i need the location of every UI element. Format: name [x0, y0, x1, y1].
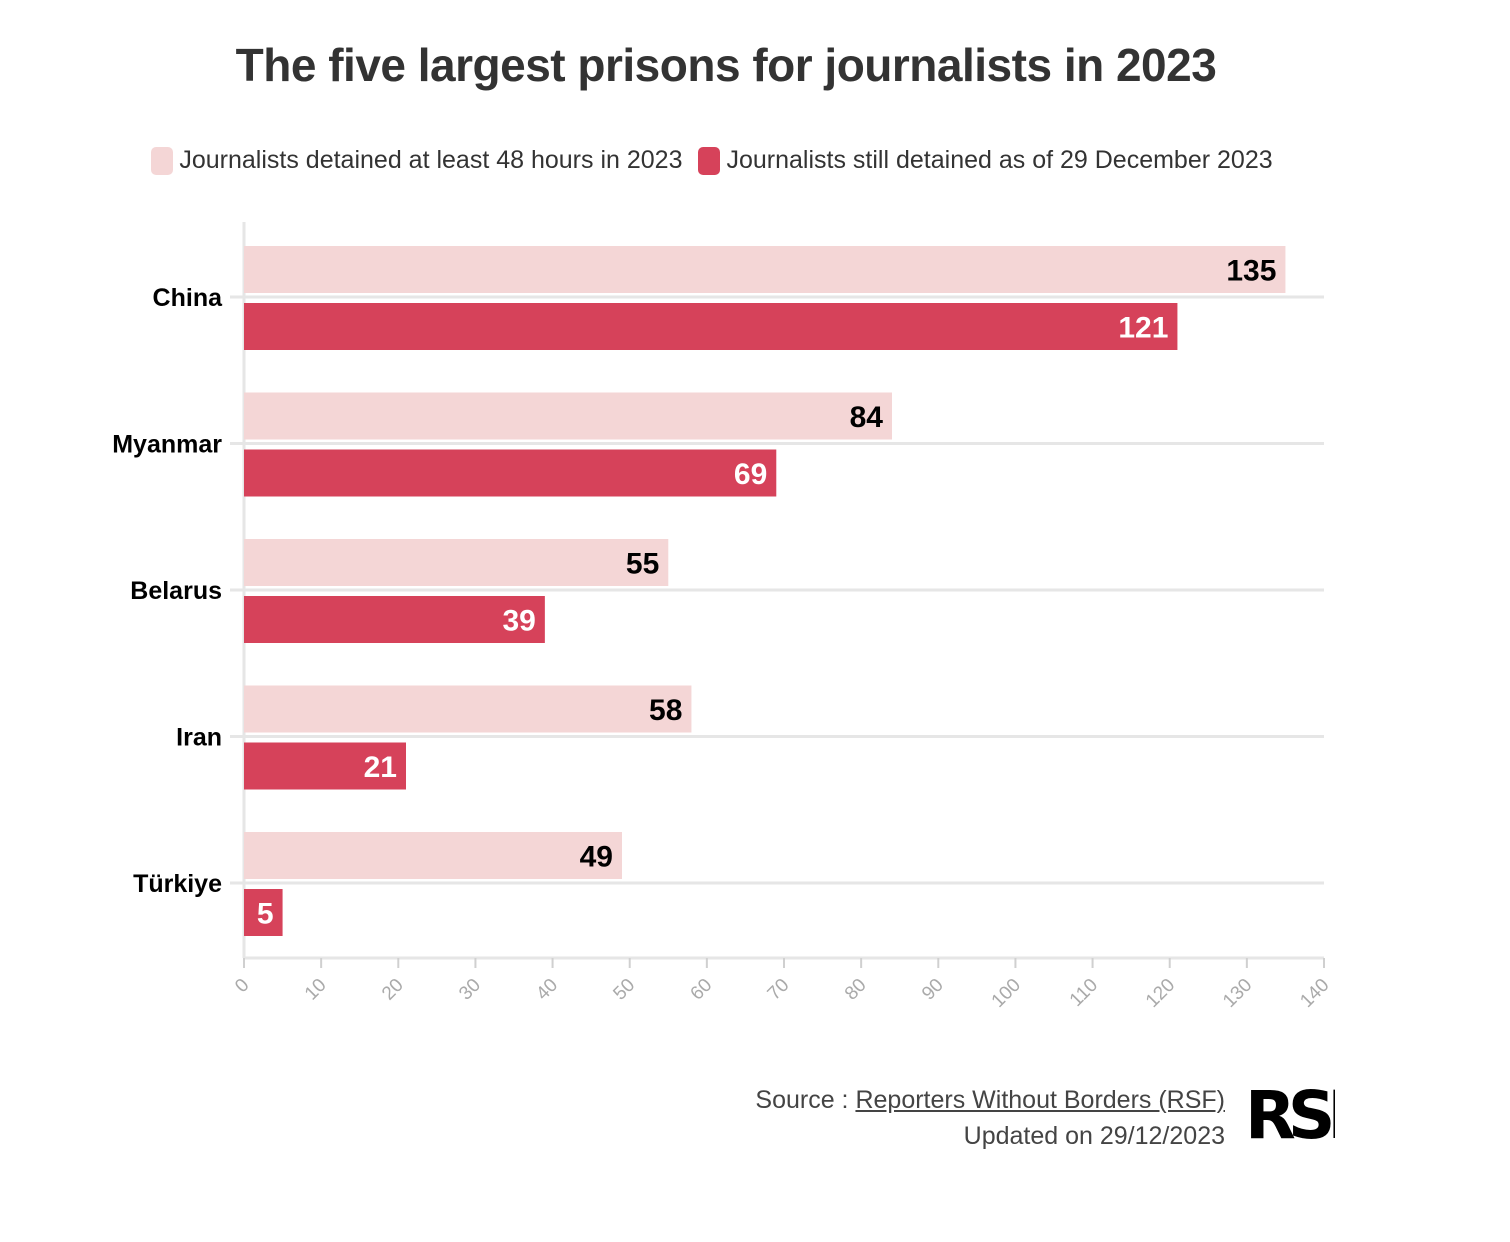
- data-label: 135: [1226, 255, 1276, 288]
- x-tick-label: 70: [764, 975, 794, 1005]
- category-label: Türkiye: [133, 870, 222, 898]
- x-tick-label: 0: [231, 975, 253, 997]
- x-tick-label: 10: [301, 975, 331, 1005]
- x-tick-label: 80: [841, 975, 871, 1005]
- bar: [244, 449, 777, 497]
- category-label: Iran: [176, 724, 222, 752]
- data-label: 69: [734, 458, 767, 491]
- source-prefix: Source :: [755, 1086, 856, 1114]
- legend-item-detained-48h[interactable]: Journalists detained at least 48 hours i…: [151, 146, 682, 175]
- bar: [244, 539, 669, 586]
- data-label: 121: [1118, 312, 1168, 345]
- chart-title: The five largest prisons for journalists…: [235, 39, 1217, 91]
- x-tick-label: 60: [687, 975, 717, 1005]
- x-tick-label: 30: [455, 975, 485, 1005]
- data-label: 55: [626, 548, 659, 581]
- updated-date: Updated on 29/12/2023: [963, 1122, 1225, 1150]
- x-tick-label: 120: [1142, 975, 1179, 1012]
- footer: Source : Reporters Without Borders (RSF)…: [755, 1082, 1225, 1154]
- bar: [244, 685, 692, 733]
- x-tick-label: 110: [1066, 975, 1102, 1011]
- legend-swatch-still-detained: [698, 146, 721, 175]
- source-line: Source : Reporters Without Borders (RSF): [755, 1082, 1225, 1118]
- legend-swatch-detained-48h: [151, 146, 174, 175]
- x-tick-label: 40: [532, 975, 562, 1005]
- x-tick-label: 20: [378, 975, 408, 1005]
- x-tick-label: 130: [1219, 975, 1256, 1012]
- legend: Journalists detained at least 48 hours i…: [0, 146, 1424, 175]
- legend-label-still-detained: Journalists still detained as of 29 Dece…: [726, 146, 1273, 174]
- category-label: Belarus: [130, 577, 222, 605]
- x-tick-label: 100: [988, 975, 1025, 1012]
- bar: [244, 889, 283, 936]
- category-label: Myanmar: [112, 431, 222, 459]
- bar-chart: 0 10 20 30 40 50 60 70 80 90 100 110 120 130 140 China 1…: [112, 222, 1334, 1012]
- legend-item-still-detained[interactable]: Journalists still detained as of 29 Dece…: [698, 146, 1273, 175]
- data-label: 49: [580, 841, 613, 874]
- rsf-logo: RSF: [1245, 1080, 1335, 1142]
- data-label: 21: [364, 751, 397, 784]
- data-label: 39: [502, 605, 535, 638]
- legend-label-detained-48h: Journalists detained at least 48 hours i…: [179, 146, 683, 174]
- data-label: 84: [850, 401, 884, 434]
- source-link[interactable]: Reporters Without Borders (RSF): [855, 1086, 1225, 1114]
- data-label: 58: [649, 694, 682, 727]
- bar: [244, 392, 892, 440]
- bar: [244, 303, 1178, 350]
- rsf-logo-text: RSF: [1245, 1080, 1335, 1142]
- bar: [244, 246, 1286, 293]
- data-label: 5: [257, 898, 274, 931]
- bar: [244, 596, 545, 643]
- x-tick-label: 140: [1296, 975, 1333, 1012]
- x-tick-label: 90: [918, 975, 948, 1005]
- bar: [244, 832, 622, 879]
- category-label: China: [153, 284, 224, 312]
- bar: [244, 742, 406, 790]
- x-tick-label: 50: [609, 975, 639, 1005]
